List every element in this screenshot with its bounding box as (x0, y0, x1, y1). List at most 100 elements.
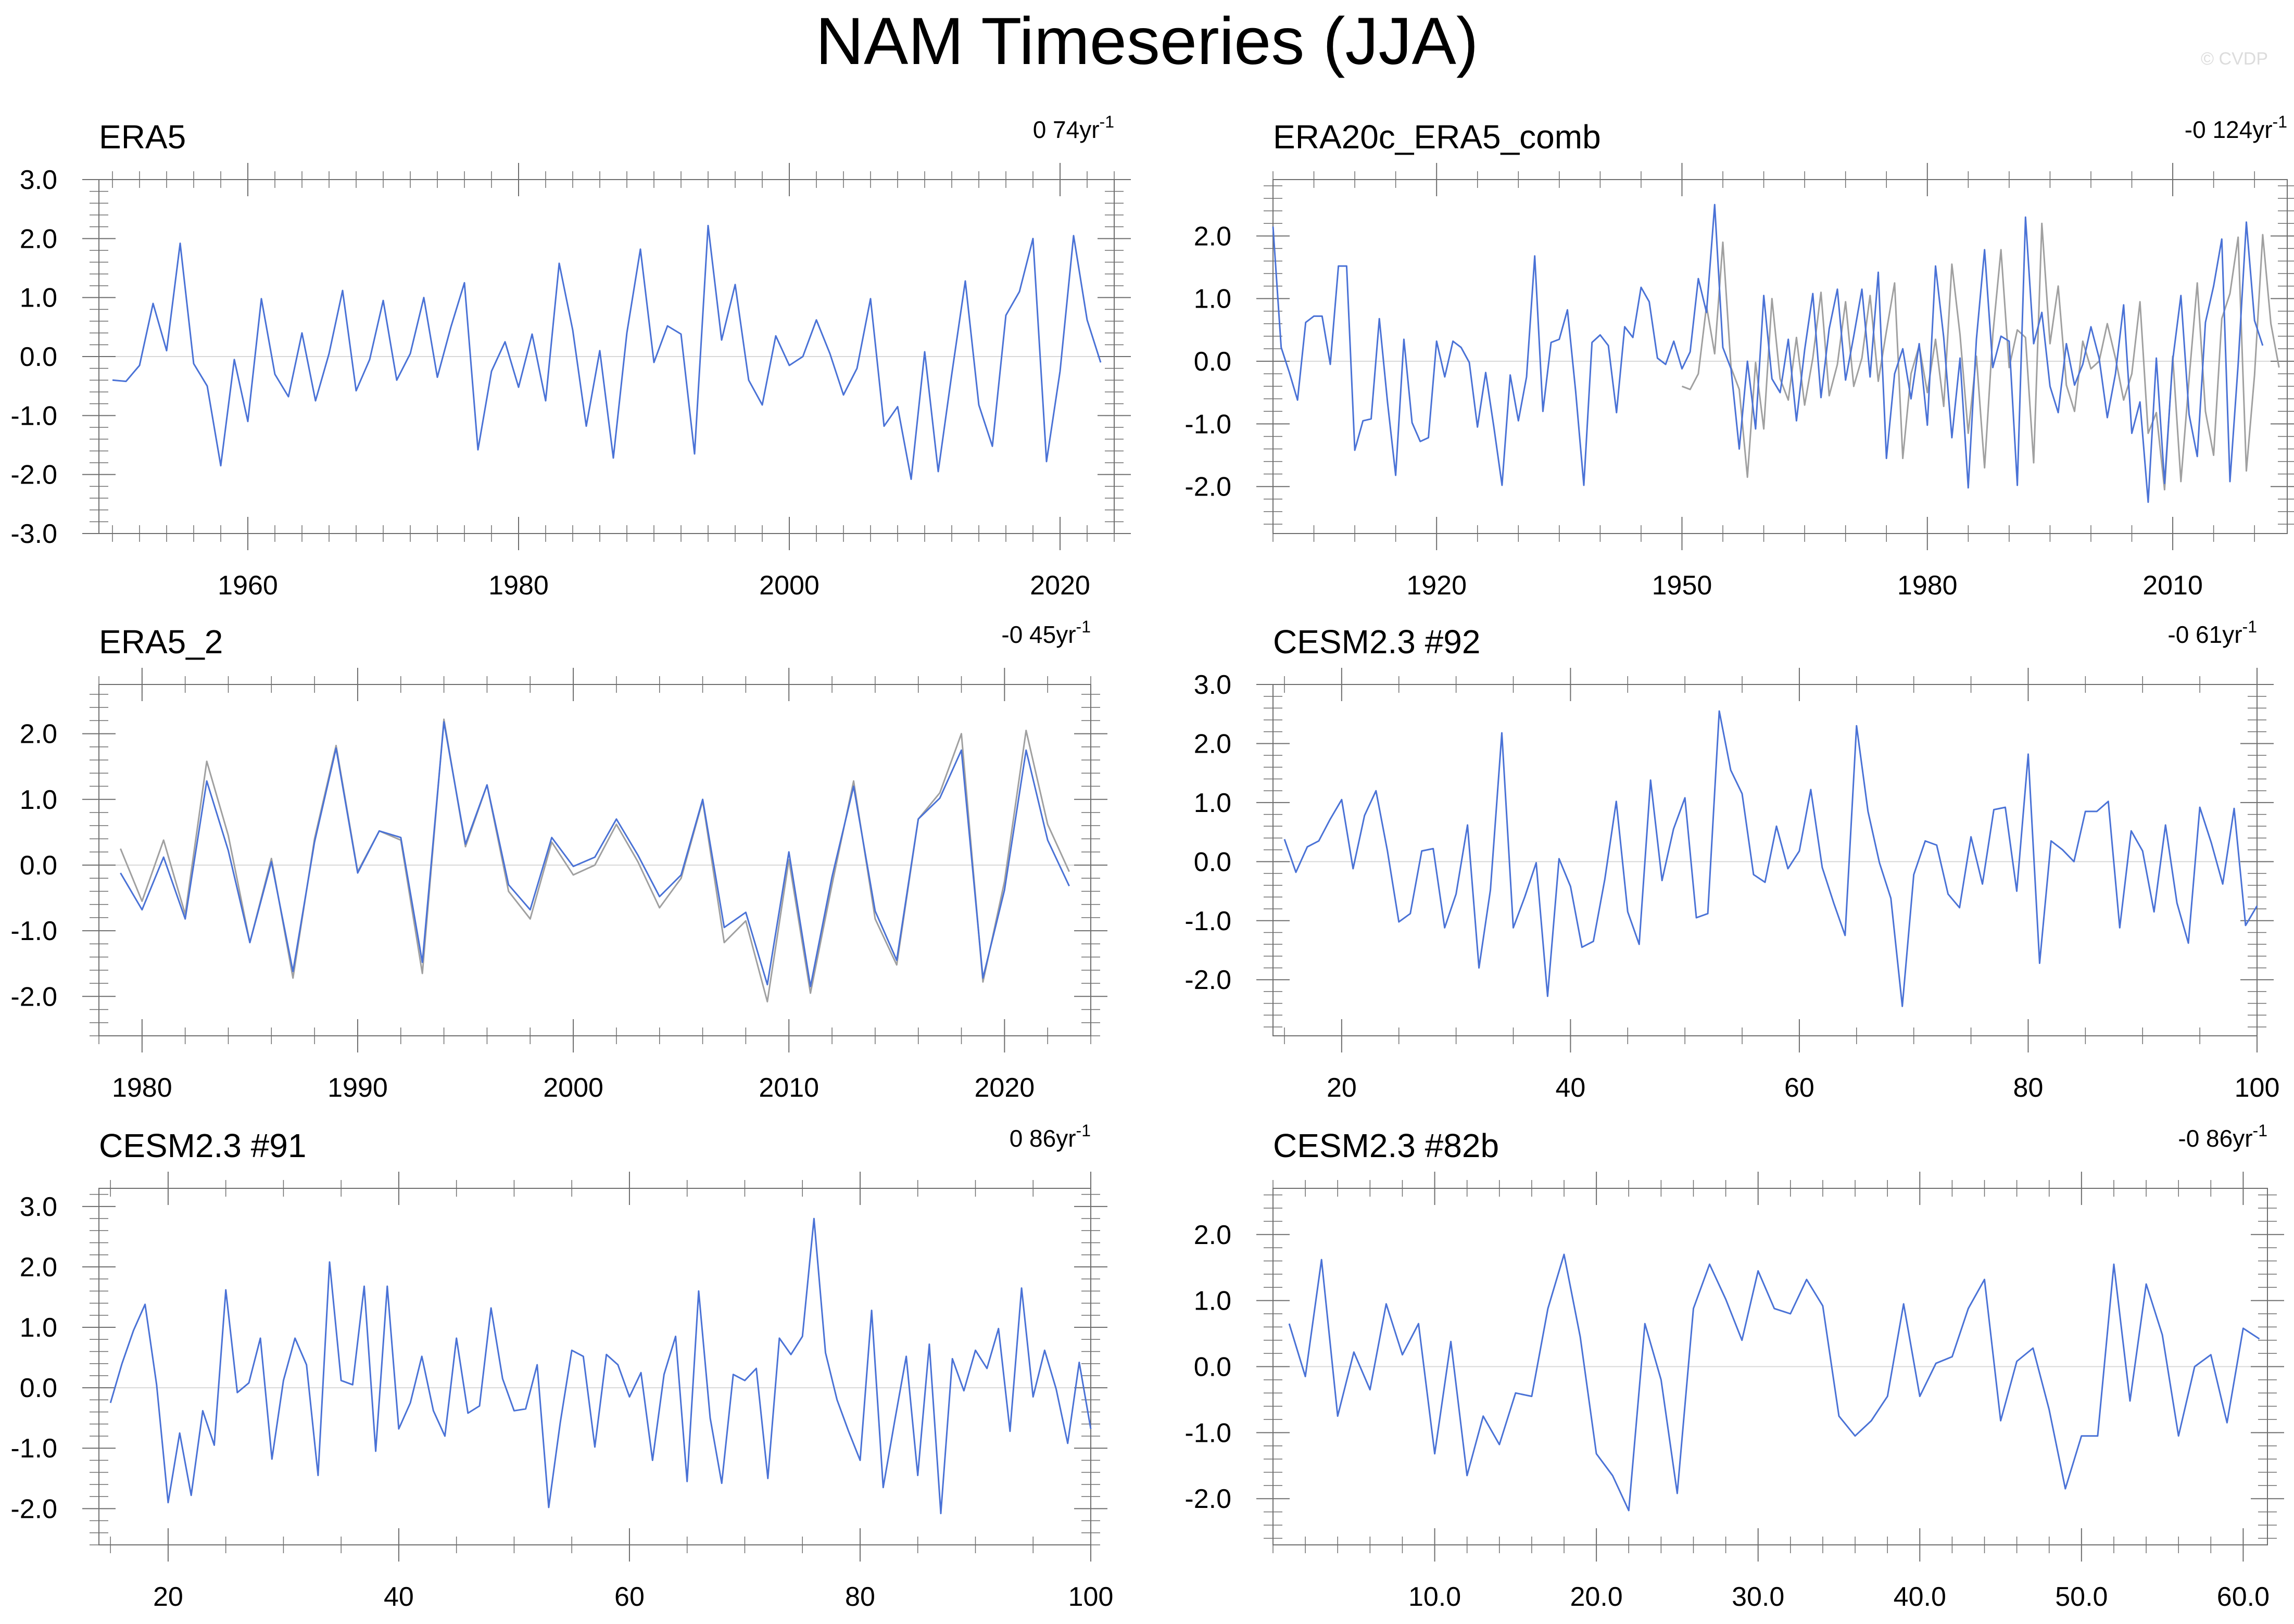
y-tick-label: -1.0 (10, 401, 57, 431)
y-tick-label: 1.0 (1194, 788, 1231, 818)
x-tick-label: 80 (2013, 1073, 2044, 1103)
y-tick-label: 2.0 (1194, 1220, 1231, 1250)
y-tick-label: 2.0 (1194, 221, 1231, 251)
plot-frame (1272, 179, 2288, 534)
series-line-cesm2-3-91 (109, 1217, 1092, 1515)
y-tick-label: -2.0 (1184, 1484, 1231, 1514)
chart-panel-4: -2.0 -1.0 0.0 1.0 2.0 3.0 20 40 60 80 100 CESM2.3 #… (1184, 617, 2279, 1103)
series-line-secondary (1681, 222, 2280, 491)
trend-label: -0 124yr-1 (2185, 112, 2287, 143)
trend-value: -0 124yr (2185, 116, 2273, 143)
y-tick-label: 2.0 (1194, 729, 1231, 759)
plot-frame (98, 1188, 1091, 1545)
x-tick-label: 1980 (488, 570, 549, 601)
y-tick-label: 3.0 (20, 1192, 57, 1222)
panel-title: CESM2.3 #92 (1273, 623, 1480, 661)
trend-unit-superscript: -1 (1076, 617, 1091, 636)
x-tick-label: 1920 (1406, 570, 1467, 601)
trend-label: 0 74yr-1 (1033, 112, 1114, 143)
y-tick-label: 0.0 (1194, 347, 1231, 377)
y-tick-label: -2.0 (10, 460, 57, 490)
x-tick-label: 2010 (2142, 570, 2203, 601)
trend-value: 0 74yr (1033, 116, 1100, 143)
x-tick-label: 2020 (975, 1073, 1035, 1103)
y-tick-label: -1.0 (1184, 1418, 1231, 1448)
x-tick-label: 1960 (218, 570, 278, 601)
chart-panel-2: -2.0 -1.0 0.0 1.0 2.0 1920 1950 1980 2010 ERA20c_… (1184, 112, 2294, 601)
trend-unit-superscript: -1 (2273, 112, 2287, 131)
watermark: © CVDP (2201, 49, 2268, 69)
trend-unit-superscript: -1 (2253, 1121, 2267, 1140)
panel-title: ERA5_2 (99, 623, 223, 661)
trend-unit-superscript: -1 (2242, 617, 2257, 636)
y-tick-label: 0.0 (1194, 847, 1231, 877)
y-tick-label: 2.0 (20, 224, 57, 254)
y-tick-label: 0.0 (1194, 1352, 1231, 1382)
y-tick-label: 1.0 (20, 785, 57, 815)
series-line-secondary (120, 718, 1070, 1003)
y-tick-label: 1.0 (20, 1313, 57, 1343)
y-tick-label: -1.0 (10, 1433, 57, 1464)
panel-title: CESM2.3 #91 (99, 1127, 306, 1164)
trend-label: -0 86yr-1 (2178, 1121, 2267, 1152)
x-tick-label: 60 (614, 1582, 645, 1612)
trend-value: -0 86yr (2178, 1125, 2252, 1152)
y-tick-label: 0.0 (20, 342, 57, 372)
y-tick-label: -1.0 (1184, 906, 1231, 936)
y-tick-label: 2.0 (20, 719, 57, 750)
trend-label: -0 61yr-1 (2167, 617, 2257, 648)
x-tick-label: 40.0 (1894, 1582, 1946, 1612)
x-tick-label: 30.0 (1732, 1582, 1784, 1612)
y-tick-label: -2.0 (1184, 965, 1231, 995)
chart-panel-6: -2.0 -1.0 0.0 1.0 2.0 10.0 20.0 30.0 40.0 50.0 60.… (1184, 1121, 2284, 1612)
panel-title: ERA20c_ERA5_comb (1273, 118, 1601, 156)
y-tick-label: -2.0 (10, 1494, 57, 1524)
x-tick-label: 40 (1555, 1073, 1585, 1103)
plot-frame (98, 684, 1091, 1036)
x-tick-label: 2000 (543, 1073, 603, 1103)
x-tick-label: 2010 (759, 1073, 819, 1103)
y-tick-label: 3.0 (1194, 670, 1231, 700)
series-line-cesm2-3-92 (1283, 710, 2258, 1007)
x-tick-label: 20 (153, 1582, 183, 1612)
x-tick-label: 80 (845, 1582, 875, 1612)
series-line-cesm2-3-82b (1288, 1253, 2260, 1512)
x-tick-label: 1950 (1652, 570, 1712, 601)
y-tick-label: -2.0 (10, 982, 57, 1012)
trend-value: 0 86yr (1010, 1125, 1076, 1152)
y-tick-label: 0.0 (20, 1373, 57, 1403)
series-line-era5 (112, 224, 1102, 480)
x-tick-label: 100 (2235, 1073, 2280, 1103)
x-tick-label: 2000 (759, 570, 820, 601)
x-tick-label: 20 (1327, 1073, 1357, 1103)
y-tick-label: 1.0 (1194, 1286, 1231, 1316)
series-line-era5-2 (120, 721, 1070, 987)
x-tick-label: 20.0 (1570, 1582, 1623, 1612)
x-tick-label: 2020 (1030, 570, 1090, 601)
x-tick-label: 1990 (327, 1073, 388, 1103)
y-tick-label: -3.0 (10, 519, 57, 549)
y-tick-label: 1.0 (20, 283, 57, 313)
chart-panel-1: -3.0 -2.0 -1.0 0.0 1.0 2.0 3.0 1960 1980 2000 2020… (10, 112, 1131, 601)
chart-panel-3: -2.0 -1.0 0.0 1.0 2.0 1980 1990 2000 2010 2020 ERA… (10, 617, 1107, 1103)
plot-frame (1272, 684, 2258, 1036)
x-tick-label: 1980 (112, 1073, 172, 1103)
x-tick-label: 40 (384, 1582, 414, 1612)
x-tick-label: 60.0 (2217, 1582, 2270, 1612)
x-tick-label: 60 (1784, 1073, 1814, 1103)
panel-title: ERA5 (99, 118, 186, 156)
trend-unit-superscript: -1 (1100, 112, 1114, 131)
y-tick-label: -2.0 (1184, 472, 1231, 502)
trend-label: -0 45yr-1 (1001, 617, 1091, 648)
y-tick-label: 2.0 (20, 1252, 57, 1283)
series-line-era20c-era5-comb (1272, 204, 2264, 503)
y-tick-label: 1.0 (1194, 284, 1231, 314)
trend-value: -0 61yr (2167, 621, 2242, 648)
y-tick-label: -1.0 (10, 916, 57, 946)
trend-unit-superscript: -1 (1076, 1121, 1091, 1140)
x-tick-label: 10.0 (1408, 1582, 1461, 1612)
y-tick-label: -1.0 (1184, 409, 1231, 439)
panel-title: CESM2.3 #82b (1273, 1127, 1499, 1164)
trend-value: -0 45yr (1001, 621, 1076, 648)
